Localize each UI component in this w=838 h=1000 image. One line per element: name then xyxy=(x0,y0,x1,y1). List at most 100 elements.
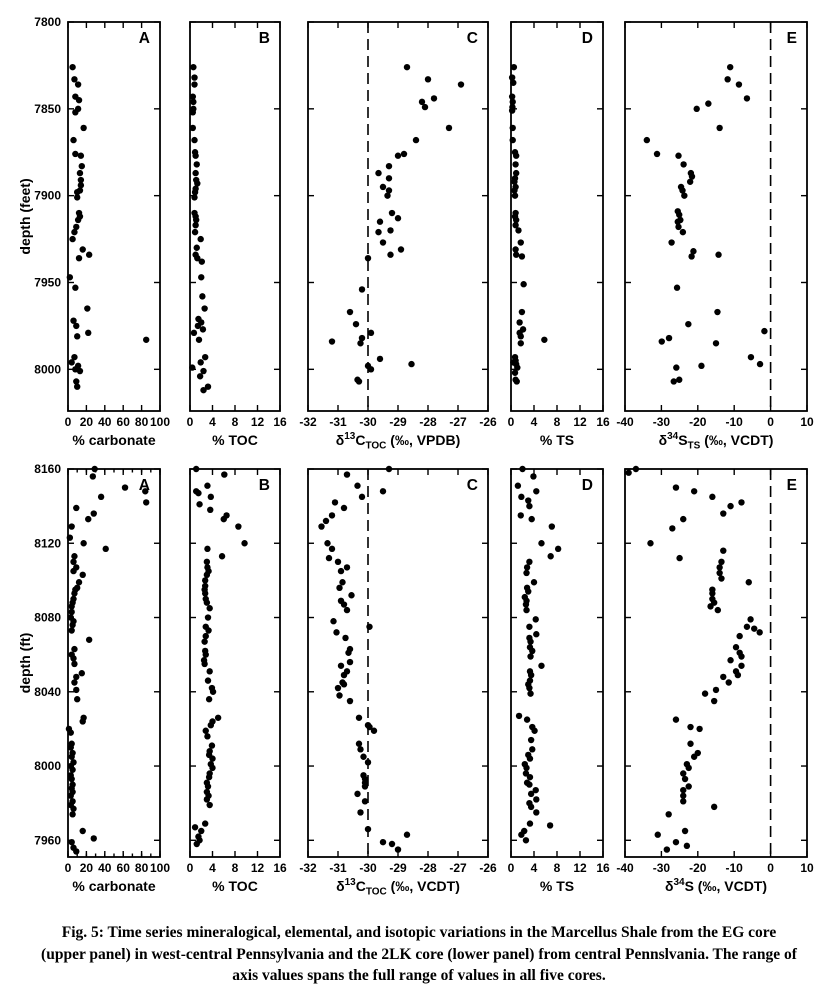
scatter-points xyxy=(514,465,562,844)
panel-lower-E: E -40 -30 -20 -10 0 10 δ34S (‰, VCDT) xyxy=(616,465,814,894)
x-tick-label: 16 xyxy=(273,861,287,875)
panel-letter: C xyxy=(467,477,478,494)
x-tick-label: 16 xyxy=(273,415,287,429)
x-tick-label: -32 xyxy=(299,861,317,875)
x-tick-label: 8 xyxy=(554,415,561,429)
y-tick-label: 8160 xyxy=(34,462,61,476)
x-tick-label: -40 xyxy=(616,415,634,429)
y-tick-label: 7900 xyxy=(34,189,61,203)
x-tick-label: -10 xyxy=(726,415,744,429)
x-tick-label: 8 xyxy=(554,861,561,875)
x-tick-label: 16 xyxy=(596,861,610,875)
panel-letter: B xyxy=(259,477,270,494)
x-tick-label: 12 xyxy=(573,415,587,429)
x-axis-label: δ34S (‰, VCDT) xyxy=(665,877,767,894)
panel-lower-A: A 0 20 40 60 80 100 % carbonate xyxy=(65,465,170,894)
axis-ticks xyxy=(510,468,604,857)
panel-letter: A xyxy=(139,477,150,494)
x-tick-label: 60 xyxy=(117,415,131,429)
x-tick-label: 12 xyxy=(251,861,265,875)
y-tick-label: 8040 xyxy=(34,685,61,699)
scatter-points xyxy=(65,465,150,855)
scatter-points xyxy=(328,63,465,385)
x-tick-label: -20 xyxy=(689,415,707,429)
plot-frame xyxy=(624,468,808,858)
panel-letter: D xyxy=(582,30,593,47)
x-axis-label: δ13CTOC (‰, VPDB) xyxy=(336,431,461,452)
y-tick-label: 8120 xyxy=(34,536,61,550)
panel-lower-B: B 0 4 8 12 16 % TOC xyxy=(187,465,287,894)
panel-letter: E xyxy=(787,477,797,494)
panel-letter: C xyxy=(467,30,478,47)
panel-letter: A xyxy=(139,30,150,47)
x-tick-label: -30 xyxy=(653,861,671,875)
scatter-points xyxy=(625,465,763,853)
x-tick-label: 0 xyxy=(65,415,72,429)
x-tick-label: -26 xyxy=(479,415,497,429)
x-axis-label: % carbonate xyxy=(72,878,155,894)
x-tick-label: 0 xyxy=(767,415,774,429)
x-tick-label: -30 xyxy=(359,415,377,429)
x-tick-label: 8 xyxy=(232,415,239,429)
x-tick-label: -40 xyxy=(616,861,634,875)
plot-frame xyxy=(67,21,161,412)
x-tick-label: -30 xyxy=(359,861,377,875)
plot-frame xyxy=(307,468,489,858)
figure-caption: Fig. 5: Time series mineralogical, eleme… xyxy=(41,924,797,984)
x-tick-label: 4 xyxy=(209,415,216,429)
panel-lower-C: C -32 -31 -30 -29 -28 -27 -26 δ13CTOC (‰, VCDT) xyxy=(299,465,497,898)
scatter-points xyxy=(189,63,212,394)
plot-frame xyxy=(189,468,281,858)
plot-frame xyxy=(624,21,808,412)
panel-upper-A: A 0 20 40 60 80 100 % carbonate xyxy=(65,21,170,448)
x-tick-label: 20 xyxy=(80,415,94,429)
panel-upper-B: B 0 4 8 12 16 % TOC xyxy=(187,21,287,448)
x-axis-label: % TOC xyxy=(212,878,258,894)
x-tick-label: 4 xyxy=(531,861,538,875)
x-tick-label: 4 xyxy=(531,415,538,429)
x-axis-label: δ13CTOC (‰, VCDT) xyxy=(336,877,460,898)
x-tick-label: 100 xyxy=(150,861,170,875)
x-tick-label: 16 xyxy=(596,415,610,429)
x-tick-label: -32 xyxy=(299,415,317,429)
x-tick-label: -29 xyxy=(389,861,407,875)
x-tick-label: 80 xyxy=(135,861,149,875)
axis-ticks xyxy=(189,21,281,411)
x-tick-label: 60 xyxy=(117,861,131,875)
plot-frame xyxy=(510,468,604,858)
x-tick-label: 100 xyxy=(150,415,170,429)
panel-upper-E: E -40 -30 -20 -10 0 10 δ34STS (‰, VCDT) xyxy=(616,21,814,452)
x-tick-label: -30 xyxy=(653,415,671,429)
x-axis-label: % TS xyxy=(540,432,574,448)
x-tick-label: -31 xyxy=(329,861,347,875)
scatter-points xyxy=(66,63,150,390)
x-tick-label: 8 xyxy=(232,861,239,875)
plot-frame xyxy=(67,468,161,858)
y-tick-label: 7850 xyxy=(34,102,61,116)
axis-ticks xyxy=(624,21,808,411)
x-tick-label: -29 xyxy=(389,415,407,429)
x-tick-label: 10 xyxy=(800,415,814,429)
y-tick-label: 7960 xyxy=(34,833,61,847)
x-axis-label: % TOC xyxy=(212,432,258,448)
scatter-points xyxy=(191,465,248,848)
x-tick-label: 10 xyxy=(800,861,814,875)
plot-frame xyxy=(307,21,489,412)
x-tick-label: -10 xyxy=(726,861,744,875)
axis-ticks xyxy=(67,468,161,857)
x-tick-label: -31 xyxy=(329,415,347,429)
x-tick-label: 40 xyxy=(98,861,112,875)
x-tick-label: -20 xyxy=(689,861,707,875)
panel-lower-D: D 0 4 8 12 16 % TS xyxy=(508,465,610,894)
scatter-points xyxy=(643,63,768,385)
y-tick-label: 8080 xyxy=(34,611,61,625)
y-tick-label: 7950 xyxy=(34,275,61,289)
panel-letter: E xyxy=(787,30,797,47)
plot-frame xyxy=(510,21,604,412)
x-tick-label: 12 xyxy=(251,415,265,429)
x-tick-label: 0 xyxy=(508,415,515,429)
